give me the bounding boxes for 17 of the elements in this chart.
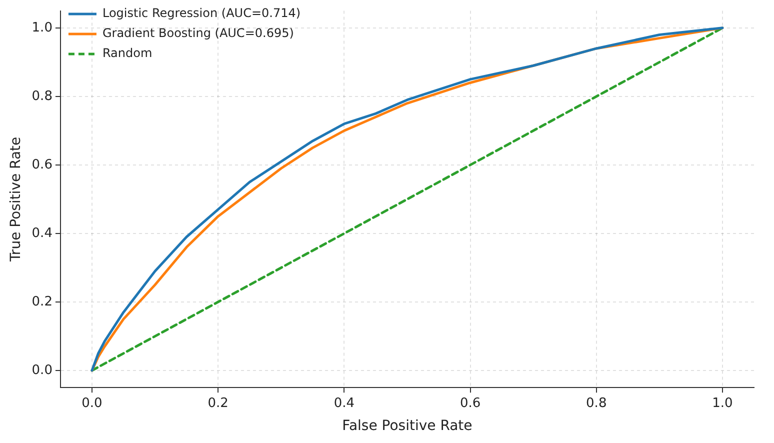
- x-tick-label: 0.8: [586, 396, 607, 411]
- x-tick-label: 0.6: [460, 396, 481, 411]
- y-tick-label: 0.2: [32, 294, 52, 310]
- x-tick-label: 0.0: [82, 396, 102, 411]
- legend-label: Random: [102, 46, 152, 60]
- legend-label: Gradient Boosting (AUC=0.695): [102, 26, 294, 40]
- x-axis-title: False Positive Rate: [342, 418, 472, 434]
- y-tick-label: 0.0: [32, 362, 52, 378]
- y-tick-label: 1.0: [32, 20, 52, 36]
- x-tick-label: 0.2: [208, 396, 228, 411]
- x-tick-label: 1.0: [712, 396, 733, 411]
- x-tick-label: 0.4: [334, 396, 355, 411]
- y-tick-label: 0.4: [32, 226, 52, 241]
- legend-label: Logistic Regression (AUC=0.714): [102, 6, 301, 20]
- y-axis-title: True Positive Rate: [8, 136, 24, 263]
- y-tick-label: 0.8: [32, 88, 52, 104]
- y-tick-label: 0.6: [32, 157, 52, 172]
